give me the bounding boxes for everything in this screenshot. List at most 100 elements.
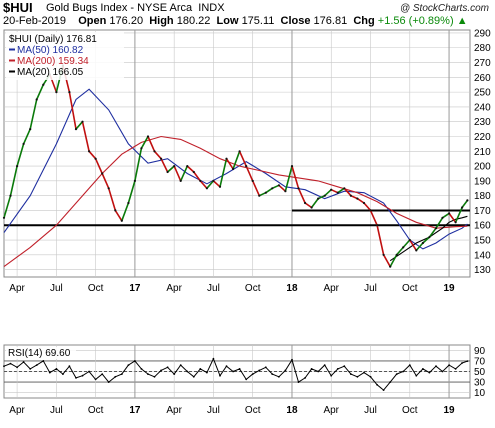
price-segment [454, 207, 463, 223]
index-name: Gold Bugs Index - NYSE Arca INDX [46, 2, 225, 14]
price-point [369, 209, 372, 212]
price-x-tick-label: Oct [245, 283, 261, 294]
price-y-tick-label: 220 [474, 132, 491, 143]
price-point [264, 191, 267, 194]
price-point [114, 209, 117, 212]
rsi-point [310, 368, 313, 370]
price-point [101, 172, 104, 175]
rsi-x-tick-label: Oct [245, 405, 261, 416]
chg-label: Chg [353, 15, 375, 27]
price-segment [186, 165, 195, 173]
price-y-tick-label: 130 [474, 265, 491, 276]
rsi-point [402, 370, 405, 373]
rsi-point [88, 370, 90, 373]
index-name-text: Gold Bugs Index - NYSE Arca [46, 2, 193, 14]
price-point [336, 191, 339, 194]
price-y-tick-label: 260 [474, 73, 491, 84]
price-segment [382, 254, 391, 267]
price-segment [271, 184, 280, 190]
price-point [290, 165, 294, 168]
rsi-x-tick-label: 18 [286, 405, 298, 416]
price-point [192, 170, 195, 174]
symbol-title: $HUI [3, 0, 33, 15]
rsi-point [435, 365, 437, 368]
price-segment [448, 212, 457, 223]
rsi-point [291, 358, 293, 361]
price-segment [356, 197, 365, 204]
rsi-point [284, 369, 287, 372]
price-point [408, 238, 411, 242]
price-segment [258, 191, 267, 197]
rsi-x-tick-label: Apr [9, 405, 25, 416]
price-x-tick-label: Apr [166, 283, 182, 294]
price-point [441, 216, 444, 219]
price-point [356, 197, 359, 200]
rsi-x-tick-label: Apr [323, 405, 339, 416]
rsi-point [206, 371, 208, 374]
rsi-point [278, 375, 280, 378]
rsi-point [350, 373, 352, 375]
rsi-point [55, 368, 58, 370]
rsi-point [16, 366, 18, 369]
rsi-point [173, 373, 176, 375]
price-point [22, 142, 25, 145]
index-type: INDX [198, 2, 225, 14]
price-segment [428, 227, 437, 238]
rsi-point [245, 378, 248, 381]
price-segment [88, 150, 97, 160]
rsi-point [22, 361, 25, 363]
close-value: 176.81 [313, 15, 348, 27]
price-segment [415, 242, 424, 251]
price-point [120, 219, 123, 222]
rsi-x-tick-label: Oct [402, 405, 418, 416]
price-x-tick-label: 18 [286, 283, 298, 294]
price-point [42, 83, 45, 86]
rsi-point [408, 364, 411, 366]
rsi-x-tick-label: Jul [50, 405, 63, 416]
price-point [55, 91, 58, 94]
price-x-tick-label: Oct [88, 283, 104, 294]
price-point [330, 188, 333, 191]
rsi-legend-item: RSI(14) 69.60 [8, 348, 71, 359]
price-segment [310, 198, 319, 208]
price-segment [94, 158, 103, 174]
rsi-point [160, 369, 163, 372]
price-point [428, 236, 431, 239]
price-segment [179, 165, 189, 182]
rsi-point [232, 370, 235, 373]
price-y-tick-label: 250 [474, 88, 491, 99]
price-segment [291, 165, 300, 189]
price-point [310, 206, 313, 209]
price-segment [35, 84, 45, 100]
price-point [245, 165, 248, 168]
price-segment [75, 121, 84, 130]
price-segment [140, 136, 149, 149]
price-segment [167, 165, 175, 173]
price-point [9, 194, 12, 197]
price-segment [278, 184, 286, 192]
price-segment [193, 171, 201, 182]
price-segment [422, 236, 430, 244]
rsi-point [81, 374, 84, 377]
price-point [173, 165, 176, 168]
price-point [297, 187, 300, 190]
rsi-point [343, 365, 346, 368]
price-point [153, 150, 156, 153]
price-x-tick-label: Jul [50, 283, 63, 294]
rsi-point [186, 370, 189, 373]
rsi-point [192, 375, 195, 378]
price-segment [389, 254, 398, 267]
price-point [81, 120, 84, 123]
price-segment [251, 180, 261, 197]
price-point [376, 224, 379, 227]
rsi-point [153, 375, 156, 378]
price-segment [284, 165, 293, 192]
rsi-x-tick-label: Oct [88, 405, 104, 416]
rsi-point [297, 381, 300, 383]
price-point [16, 165, 19, 168]
rsi-point [127, 364, 130, 366]
rsi-x-tick-label: Jul [364, 405, 377, 416]
price-x-tick-label: Oct [402, 283, 418, 294]
price-y-tick-label: 150 [474, 236, 491, 247]
